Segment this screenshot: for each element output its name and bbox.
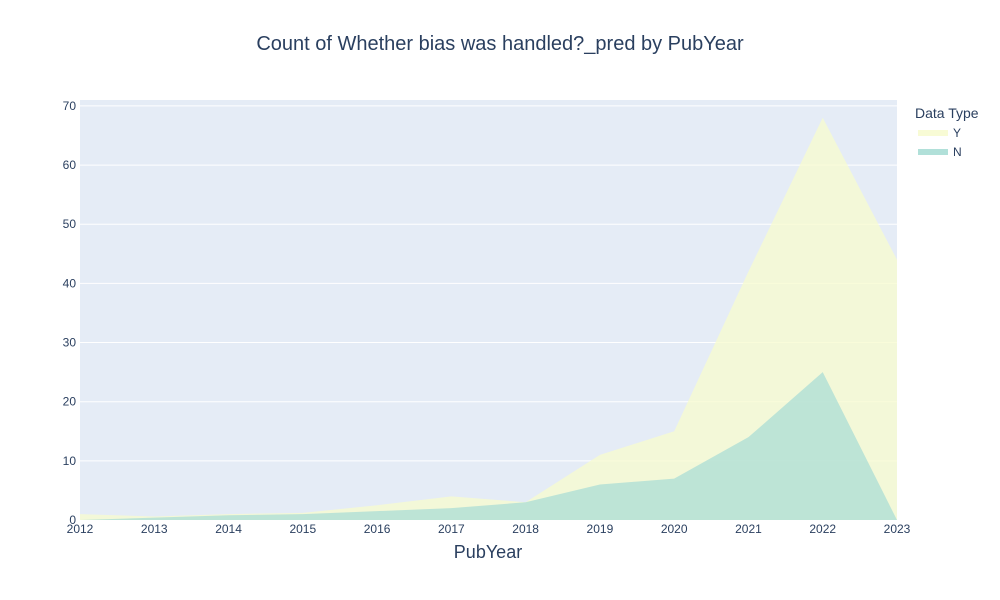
x-tick-label: 2023 <box>884 522 911 536</box>
series-areas <box>80 117 897 521</box>
x-tick-label: 2017 <box>438 522 465 536</box>
x-tick-label: 2018 <box>512 522 539 536</box>
y-tick-label: 10 <box>63 454 77 468</box>
legend-title: Data Type <box>915 105 979 121</box>
x-tick-label: 2015 <box>289 522 316 536</box>
area-series-y <box>80 117 897 521</box>
area-series-n <box>80 372 897 520</box>
legend-label-n[interactable]: N <box>953 145 962 159</box>
legend-label-y[interactable]: Y <box>953 126 961 140</box>
x-tick-label: 2016 <box>364 522 391 536</box>
x-tick-label: 2021 <box>735 522 762 536</box>
y-tick-label: 50 <box>63 217 77 231</box>
grid-lines <box>80 105 897 462</box>
y-tick-label: 70 <box>63 99 77 113</box>
x-tick-label: 2012 <box>67 522 94 536</box>
legend[interactable]: Data Type YN <box>915 105 979 159</box>
x-tick-label: 2014 <box>215 522 242 536</box>
x-axis-title: PubYear <box>454 542 522 562</box>
y-tick-label: 30 <box>63 336 77 350</box>
x-tick-label: 2022 <box>809 522 836 536</box>
x-tick-label: 2019 <box>587 522 614 536</box>
y-tick-label: 60 <box>63 158 77 172</box>
y-tick-label: 20 <box>63 395 77 409</box>
x-tick-label: 2013 <box>141 522 168 536</box>
chart-title: Count of Whether bias was handled?_pred … <box>256 33 744 55</box>
legend-swatch-n[interactable] <box>918 149 948 155</box>
legend-swatch-y[interactable] <box>918 130 948 136</box>
x-axis-ticks: 2012 2013 2014 2015 2016 2017 2018 2019 2020 2021… <box>67 522 911 536</box>
x-tick-label: 2020 <box>661 522 688 536</box>
y-tick-label: 0 <box>69 513 76 527</box>
y-axis-ticks: 0 10 20 30 40 50 60 70 <box>63 99 77 527</box>
y-tick-label: 40 <box>63 276 77 290</box>
